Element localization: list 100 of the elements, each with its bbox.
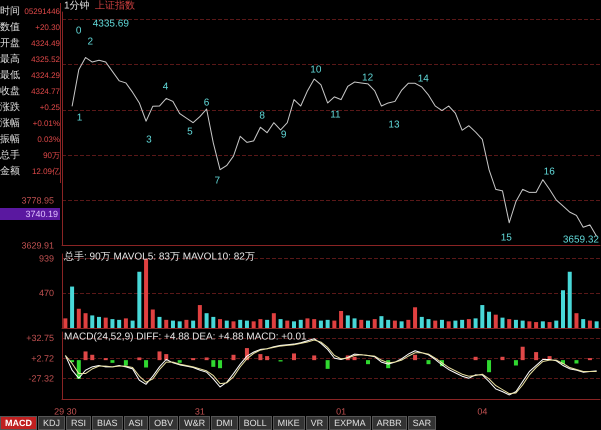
- y-tick-label: 3629.91: [21, 240, 54, 250]
- bar: [574, 360, 578, 364]
- bar: [170, 320, 175, 328]
- bar: [178, 321, 182, 328]
- bar: [231, 321, 236, 328]
- text: 4324.49: [31, 38, 60, 48]
- bar: [366, 360, 370, 364]
- text: 开盘: [0, 37, 20, 50]
- bar: [137, 357, 142, 360]
- text: BOLL: [238, 416, 272, 430]
- bar: [124, 318, 128, 328]
- bar: [420, 316, 424, 328]
- y-tick-label: 470: [38, 288, 54, 298]
- bar: [110, 319, 114, 328]
- chart-title: 1分钟: [64, 0, 90, 12]
- bar: [204, 357, 209, 360]
- chart-title: MACD(24,52,9) DIFF: +4.88 DEA: +4.88 MACD: +0.01: [64, 332, 308, 342]
- annotation: 5: [187, 126, 194, 138]
- text: 最低: [0, 69, 20, 82]
- bar: [581, 319, 586, 328]
- bar: [130, 320, 135, 328]
- bar: [460, 320, 464, 328]
- text: 金额: [0, 164, 20, 178]
- annotation: 16: [544, 166, 556, 178]
- bar: [568, 272, 572, 328]
- bar: [339, 310, 344, 328]
- y-tick-label: +32.75: [26, 333, 54, 344]
- annotation: 2: [88, 36, 94, 48]
- bar: [164, 354, 168, 360]
- bar: [258, 319, 262, 328]
- bar: [326, 360, 330, 369]
- bar: [218, 360, 222, 368]
- bar: [204, 313, 209, 328]
- text: ASI: [124, 416, 148, 430]
- bar: [292, 353, 296, 360]
- bar: [318, 320, 323, 328]
- bar: [487, 312, 492, 328]
- bar: [372, 319, 377, 328]
- bar: [211, 316, 216, 328]
- bar: [124, 360, 128, 366]
- text: BIAS: [92, 416, 123, 430]
- text: DMI: [211, 416, 238, 430]
- bar: [520, 346, 525, 360]
- bar: [474, 318, 478, 328]
- bar: [548, 322, 552, 328]
- bar: [238, 320, 242, 328]
- text: +0.25: [40, 102, 60, 112]
- bar: [392, 320, 397, 328]
- bar: [137, 272, 142, 328]
- text: 4324.29: [31, 70, 60, 80]
- bar: [84, 313, 88, 328]
- bar: [144, 259, 148, 328]
- annotation: 6: [204, 98, 210, 108]
- annotation: 10: [310, 64, 322, 76]
- bar: [90, 315, 94, 328]
- annotation: 0: [76, 26, 82, 36]
- text: W&R: [179, 416, 210, 430]
- annotation: 9: [280, 130, 287, 140]
- bar: [265, 356, 270, 360]
- annotation: 1: [76, 112, 83, 124]
- bar: [332, 320, 336, 328]
- bar: [534, 352, 538, 360]
- annotation: 13: [388, 120, 400, 130]
- bar: [305, 318, 310, 328]
- bar: [379, 316, 384, 328]
- bar: [413, 307, 418, 328]
- bar: [440, 320, 444, 328]
- text: 0.03%: [37, 134, 60, 144]
- bar: [298, 320, 303, 328]
- text: 90万: [43, 150, 60, 160]
- text: 05291446: [24, 6, 60, 16]
- bar: [117, 320, 122, 328]
- text: RSI: [66, 416, 92, 430]
- bar: [540, 321, 545, 328]
- bar: [191, 320, 196, 328]
- bar: [426, 360, 431, 364]
- bar: [63, 318, 68, 328]
- annotation: 3: [146, 134, 152, 146]
- text: +20.30: [35, 22, 60, 32]
- bar: [211, 360, 216, 367]
- bar: [150, 310, 155, 328]
- text: +0.01%: [32, 118, 60, 128]
- bar: [574, 313, 578, 328]
- bar: [588, 320, 592, 328]
- bar: [352, 318, 357, 328]
- y-tick-label: -27.32: [28, 373, 54, 384]
- bar: [413, 354, 418, 360]
- text: 12.09亿: [32, 166, 60, 176]
- bar: [224, 320, 229, 328]
- bar: [527, 321, 532, 328]
- bar: [507, 319, 512, 328]
- text: MACD: [0, 416, 37, 430]
- bar: [70, 286, 74, 328]
- text: 3740.19: [25, 209, 58, 219]
- text: 总手: [0, 148, 20, 162]
- x-tick-label: 04: [477, 406, 488, 416]
- bar: [144, 360, 148, 368]
- bar: [494, 314, 498, 328]
- text: 4325.52: [31, 54, 60, 64]
- bar: [198, 305, 202, 328]
